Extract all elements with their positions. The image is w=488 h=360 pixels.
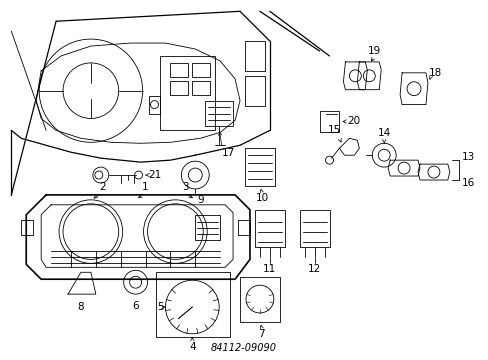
Text: 1: 1 xyxy=(142,182,148,192)
Bar xyxy=(205,100,233,126)
Text: 15: 15 xyxy=(327,125,341,135)
Text: 6: 6 xyxy=(132,301,139,311)
Bar xyxy=(148,96,160,113)
Bar xyxy=(21,220,33,235)
Bar xyxy=(170,81,188,95)
Text: 10: 10 xyxy=(255,193,268,203)
Bar xyxy=(170,63,188,77)
Text: 5: 5 xyxy=(157,302,163,312)
Text: 3: 3 xyxy=(182,182,188,192)
Text: 11: 11 xyxy=(263,264,276,274)
Text: 14: 14 xyxy=(377,128,390,138)
Text: 19: 19 xyxy=(367,46,380,56)
Bar xyxy=(192,81,210,95)
Bar xyxy=(238,220,249,235)
Text: 18: 18 xyxy=(428,68,441,78)
Bar xyxy=(155,272,230,337)
Text: 21: 21 xyxy=(148,170,162,180)
Text: 2: 2 xyxy=(99,182,106,192)
Text: 17: 17 xyxy=(222,148,235,158)
Bar xyxy=(160,56,215,130)
Bar xyxy=(195,215,220,239)
Text: 16: 16 xyxy=(461,178,474,188)
Bar xyxy=(299,210,329,247)
Text: 9: 9 xyxy=(197,195,203,205)
Bar xyxy=(240,277,279,322)
Text: 20: 20 xyxy=(346,116,360,126)
Text: 8: 8 xyxy=(78,302,84,312)
Bar xyxy=(244,148,274,186)
Bar xyxy=(254,210,284,247)
Bar xyxy=(319,111,339,132)
Bar xyxy=(244,41,264,71)
Bar xyxy=(192,63,210,77)
Bar xyxy=(244,76,264,105)
Text: 84112-09090: 84112-09090 xyxy=(210,343,276,353)
Text: 12: 12 xyxy=(307,264,321,274)
Text: 7: 7 xyxy=(258,329,264,339)
Text: 13: 13 xyxy=(461,152,474,162)
Text: 4: 4 xyxy=(188,342,195,352)
